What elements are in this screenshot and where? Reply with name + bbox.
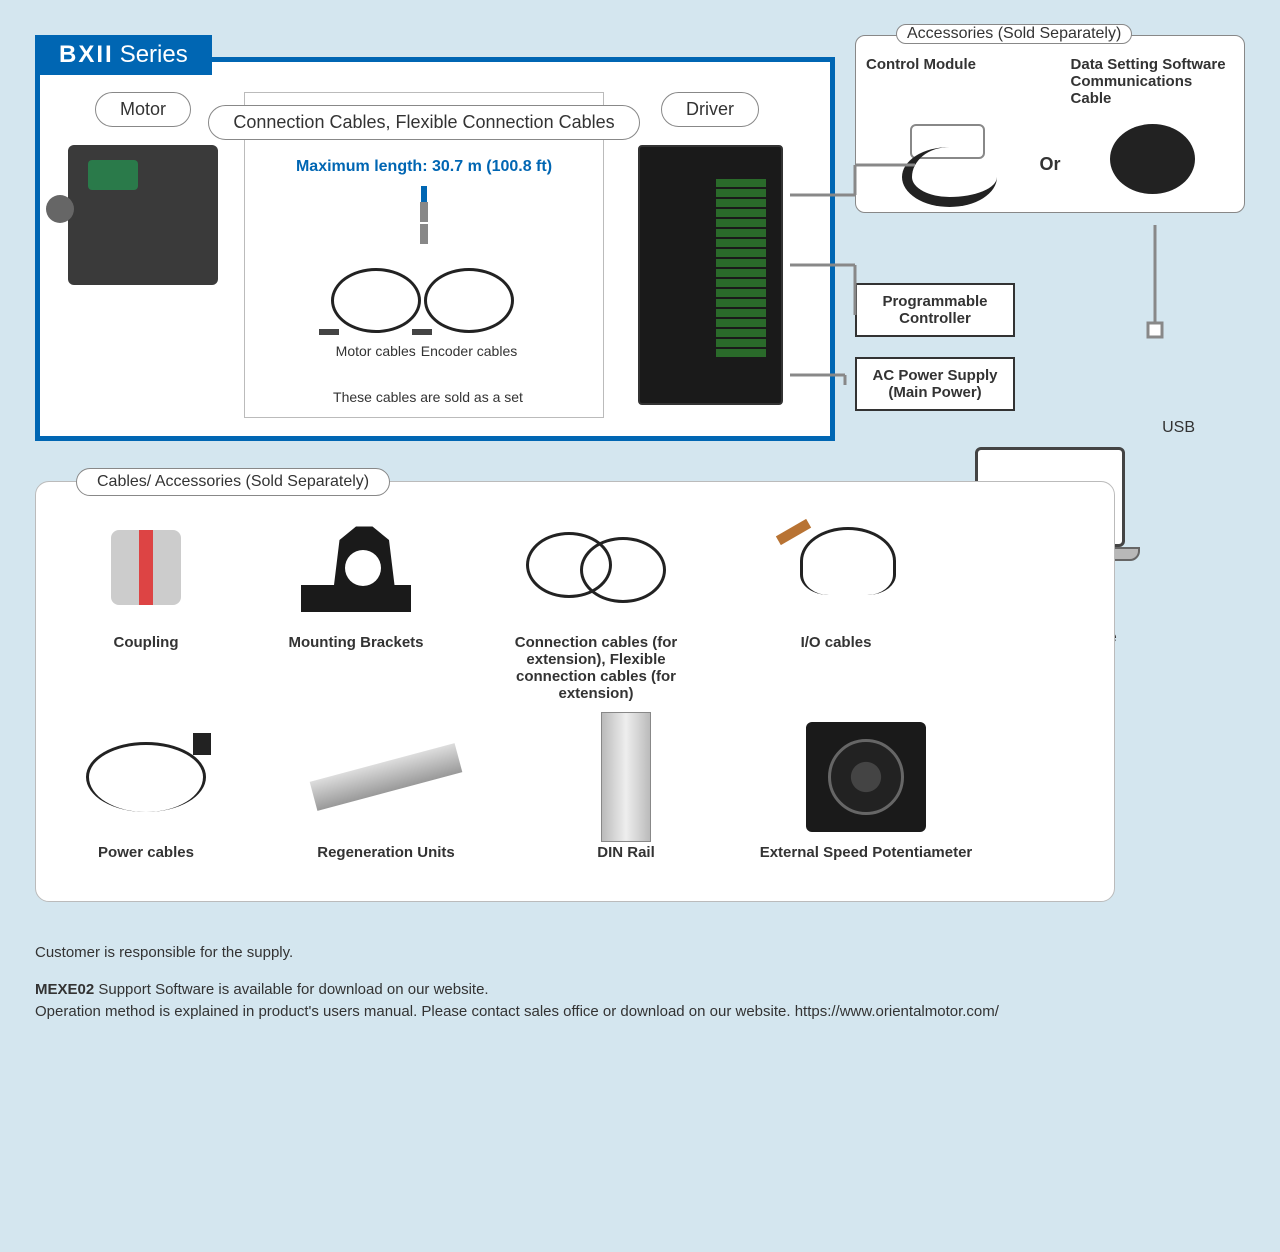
cable-bar-2	[423, 226, 425, 240]
main-system-box: Motor Connection Cables, Flexible Connec…	[35, 57, 835, 441]
motor-panel: Motor	[58, 92, 228, 418]
control-module-title: Control Module	[866, 56, 1030, 116]
bottom-accessories-label: Cables/ Accessories (Sold Separately)	[76, 468, 390, 496]
accessories-top-box: Accessories (Sold Separately) Control Mo…	[855, 35, 1245, 213]
bottom-accessories-box: Cables/ Accessories (Sold Separately) Co…	[35, 481, 1115, 902]
footer-notes: Customer is responsible for the supply. …	[35, 942, 1245, 1024]
acc-conn-ext: Connection cables (for extension), Flexi…	[486, 512, 706, 702]
acc-brackets: Mounting Brackets	[276, 512, 436, 702]
cable-bars	[423, 186, 425, 248]
motor-cables-item: Motor cables	[331, 268, 421, 359]
power-cable-icon	[86, 742, 206, 812]
accessories-top-label: Accessories (Sold Separately)	[896, 24, 1132, 44]
encoder-cables-label: Encoder cables	[421, 343, 518, 359]
power-cables-label: Power cables	[66, 844, 226, 861]
programmable-controller-box: Programmable Controller	[855, 283, 1015, 337]
control-module-icon	[910, 124, 985, 159]
driver-label: Driver	[661, 92, 759, 127]
dual-cable-icon	[526, 522, 666, 612]
acc-coupling: Coupling	[66, 512, 226, 702]
footer-mexeo2: MEXE02	[35, 981, 94, 998]
acc-din: DIN Rail	[546, 722, 706, 861]
coupling-icon	[111, 530, 181, 605]
cables-label: Connection Cables, Flexible Connection C…	[208, 105, 639, 140]
brackets-label: Mounting Brackets	[276, 634, 436, 651]
acc-regen: Regeneration Units	[276, 722, 496, 861]
potentiometer-label: External Speed Potentiameter	[756, 844, 976, 861]
din-rail-icon	[601, 712, 651, 842]
data-setting-cable-icon	[1110, 124, 1195, 194]
cables-panel: Connection Cables, Flexible Connection C…	[244, 92, 604, 418]
encoder-cables-item: Encoder cables	[421, 268, 518, 359]
footer-line2: MEXE02 Support Software is available for…	[35, 979, 1245, 1024]
motor-cables-label: Motor cables	[331, 343, 421, 359]
accessories-top-content: Control Module Or Data Setting Software …	[866, 56, 1234, 202]
control-module-col: Control Module	[866, 56, 1030, 202]
usb-label: USB	[855, 419, 1195, 437]
encoder-cable-icon	[424, 268, 514, 333]
regen-label: Regeneration Units	[276, 844, 496, 861]
motor-cable-icon	[331, 268, 421, 333]
io-cable-icon	[776, 527, 896, 607]
driver-panel: Driver	[620, 92, 800, 418]
bracket-icon	[301, 522, 411, 612]
din-rail-label: DIN Rail	[546, 844, 706, 861]
max-length-text: Maximum length: 30.7 m (100.8 ft)	[296, 158, 552, 176]
series-light: Series	[120, 41, 188, 68]
data-setting-col: Data Setting Software Communications Cab…	[1071, 56, 1235, 202]
driver-image	[638, 145, 783, 405]
footer-line2b: Support Software is available for downlo…	[94, 981, 488, 998]
data-setting-title: Data Setting Software Communications Cab…	[1071, 56, 1235, 116]
acc-io: I/O cables	[756, 512, 916, 702]
diagram-container: BXIISeries Motor Connection Cables, Flex…	[35, 35, 1245, 1024]
acc-power: Power cables	[66, 722, 226, 861]
regen-icon	[310, 743, 463, 811]
motor-label: Motor	[95, 92, 191, 127]
conn-ext-label: Connection cables (for extension), Flexi…	[486, 634, 706, 702]
footer-line1: Customer is responsible for the supply.	[35, 942, 1245, 965]
accessories-grid: Coupling Mounting Brackets Connection ca…	[66, 512, 1084, 861]
series-badge: BXIISeries	[35, 35, 212, 75]
series-bold: BXII	[59, 41, 114, 68]
or-text: Or	[1040, 84, 1061, 175]
ac-power-box: AC Power Supply (Main Power)	[855, 357, 1015, 411]
connection-boxes: Programmable Controller AC Power Supply …	[855, 283, 1245, 411]
cables-note: These cables are sold as a set	[325, 389, 523, 405]
motor-image	[68, 145, 218, 285]
acc-pot: External Speed Potentiameter	[756, 722, 976, 861]
cable-bar-1	[423, 204, 425, 218]
footer-line3: Operation method is explained in product…	[35, 1003, 999, 1020]
potentiometer-icon	[806, 722, 926, 832]
io-cables-label: I/O cables	[756, 634, 916, 651]
cable-icons-row: Motor cables Encoder cables	[331, 268, 518, 359]
coupling-label: Coupling	[66, 634, 226, 651]
